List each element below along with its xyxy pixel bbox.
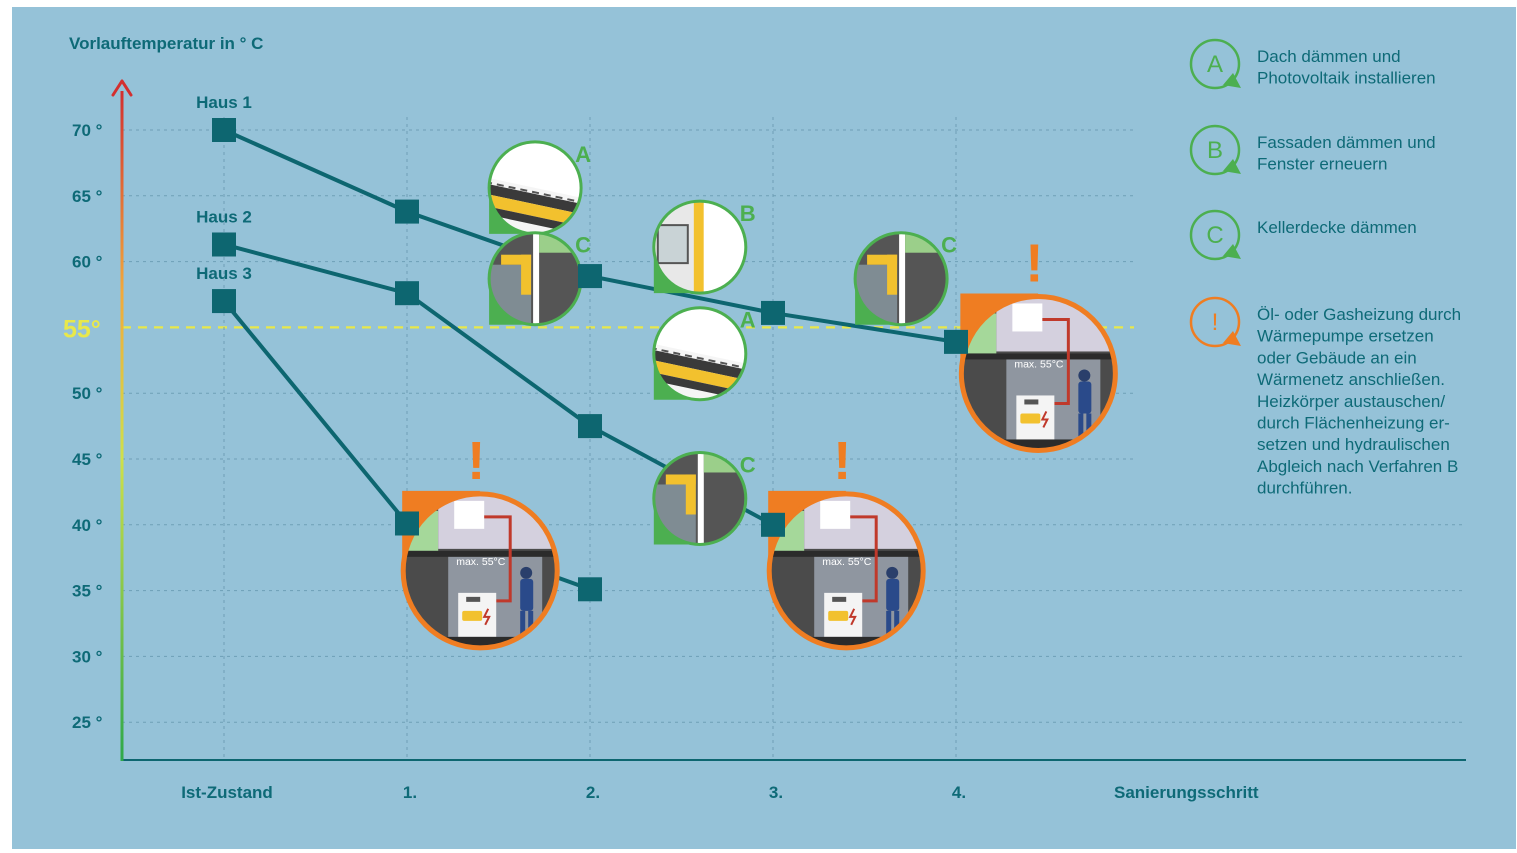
y-tick-label: 25 ° [72,713,103,732]
legend-item: C Kellerdecke dämmen [1189,209,1417,261]
legend-item: ! Öl- oder Gasheizung durch Wärmepumpe ers… [1189,296,1461,498]
legend-badge [1189,296,1241,348]
marker-letter: C [575,233,591,258]
max-temp-label: max. 55°C [1014,358,1064,370]
measure-marker-a: A [652,306,756,402]
marker-letter: B [740,201,756,226]
data-point [212,289,236,314]
data-point [761,512,785,537]
exclamation-icon: ! [1025,233,1043,293]
y-tick-label: 35 ° [72,582,103,601]
legend-text: Fenster erneuern [1257,155,1387,174]
y-axis-arrow [111,79,133,97]
y-tick-label: 65 ° [72,187,103,206]
legend-text: oder Gebäude an ein [1257,348,1417,367]
heat-pump-marker: max. 55°C! [766,431,926,651]
marker-letter: A [575,142,591,167]
data-point [761,300,785,325]
legend-text: Fassaden dämmen und [1257,133,1436,152]
x-tick-label: 1. [403,783,417,802]
legend-text: Heizkörper austauschen/ [1257,392,1445,411]
data-point [395,281,419,306]
series-name: Haus 1 [196,93,252,112]
y-tick-label: 45 ° [72,450,103,469]
measure-marker-a: A [487,140,591,236]
legend-text: setzen und hydraulischen [1257,435,1450,454]
data-point [578,264,602,289]
y-tick-label: 70 ° [72,121,103,140]
measure-marker-b: B [652,199,756,295]
legend-letter: A [1207,51,1223,78]
marker-letter: A [740,308,756,333]
marker-letter: C [740,452,756,477]
marker-letter: C [941,233,957,258]
legend-item: A Dach dämmen und Photovoltaik installiere… [1189,38,1436,90]
y-tick-label: 55° [63,315,101,343]
x-tick-label: Ist-Zustand [181,783,273,802]
y-axis-title: Vorlauftemperatur in ° C [69,34,263,53]
legend-item: B Fassaden dämmen und Fenster erneuern [1189,124,1436,176]
legend-letter: B [1207,137,1223,164]
exclamation-icon: ! [467,431,485,491]
legend-badge [1189,124,1241,176]
y-tick-label: 60 ° [72,253,103,272]
axes [111,79,1466,761]
legend-text: Dach dämmen und [1257,47,1401,66]
legend-text: durch Flächenheizung er- [1257,414,1450,433]
series-name: Haus 3 [196,264,252,283]
data-point [212,118,236,142]
x-tick-label: 4. [952,783,966,802]
data-points [212,118,968,602]
data-point [395,511,419,536]
legend-text: Wärmepumpe ersetzen [1257,327,1434,346]
data-point [212,232,236,257]
legend-letter: C [1206,222,1223,249]
x-tick-label: 3. [769,783,783,802]
x-axis-title: Sanierungsschritt [1114,783,1259,802]
legend-text: Photovoltaik installieren [1257,69,1436,88]
measure-marker-c: C [487,231,591,327]
x-tick-label: 2. [586,783,600,802]
legend-letter: ! [1212,309,1219,336]
y-tick-label: 50 ° [72,384,103,403]
y-axis [120,91,124,761]
data-point [578,414,602,439]
data-point [578,577,602,602]
y-tick-label: 30 ° [72,647,103,666]
heat-pump-marker: max. 55°C! [400,431,560,651]
y-tick-label: 40 ° [72,516,103,535]
legend-badge [1189,38,1241,90]
measure-marker-c: C [652,450,756,546]
legend: A Dach dämmen und Photovoltaik installiere… [1189,38,1461,498]
legend-text: Abgleich nach Verfahren B [1257,457,1458,476]
legend-text: durchführen. [1257,479,1352,498]
legend-text: Kellerdecke dämmen [1257,218,1417,237]
max-temp-label: max. 55°C [456,556,506,568]
series-name: Haus 2 [196,207,252,226]
data-point [944,329,968,354]
legend-text: Öl- oder Gasheizung durch [1257,305,1461,324]
heat-pump-marker: max. 55°C! [958,233,1118,453]
exclamation-icon: ! [833,431,851,491]
text-labels: 70 ° 65 ° 60 ° 55° 50 ° 45 ° 40 ° 35 ° 30 ° 25 ° I… [63,34,1259,802]
legend-text: Wärmenetz anschließen. [1257,370,1445,389]
measure-marker-c: C [853,231,957,327]
legend-badge [1189,209,1241,261]
data-point [395,199,419,224]
max-temp-label: max. 55°C [822,556,872,568]
